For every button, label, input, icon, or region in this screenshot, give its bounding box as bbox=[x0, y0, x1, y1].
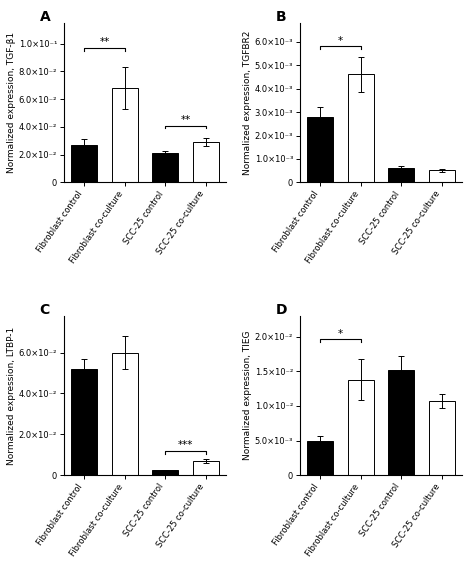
Y-axis label: Normalized expression, LTBP-1: Normalized expression, LTBP-1 bbox=[7, 327, 16, 464]
Text: C: C bbox=[40, 303, 50, 317]
Text: B: B bbox=[276, 10, 286, 24]
Bar bbox=[193, 142, 219, 182]
Y-axis label: Normalized expression, TGF-β1: Normalized expression, TGF-β1 bbox=[7, 32, 16, 173]
Bar bbox=[112, 88, 138, 182]
Bar bbox=[348, 75, 374, 182]
Bar bbox=[193, 461, 219, 475]
Bar bbox=[429, 401, 455, 475]
Bar bbox=[388, 168, 415, 182]
Text: **: ** bbox=[181, 115, 191, 125]
Bar bbox=[388, 370, 415, 475]
Y-axis label: Normalized expression, TIEG: Normalized expression, TIEG bbox=[243, 331, 252, 460]
Y-axis label: Normalized expression, TGFBR2: Normalized expression, TGFBR2 bbox=[243, 31, 252, 175]
Bar bbox=[307, 441, 333, 475]
Bar bbox=[152, 470, 179, 475]
Text: *: * bbox=[338, 329, 343, 339]
Text: D: D bbox=[276, 303, 287, 317]
Text: ***: *** bbox=[178, 440, 193, 450]
Text: *: * bbox=[338, 36, 343, 46]
Text: A: A bbox=[40, 10, 51, 24]
Bar bbox=[71, 145, 98, 182]
Bar bbox=[429, 170, 455, 182]
Bar bbox=[112, 353, 138, 475]
Bar bbox=[348, 380, 374, 475]
Bar bbox=[71, 369, 98, 475]
Bar bbox=[307, 117, 333, 182]
Text: **: ** bbox=[99, 37, 110, 47]
Bar bbox=[152, 153, 179, 182]
